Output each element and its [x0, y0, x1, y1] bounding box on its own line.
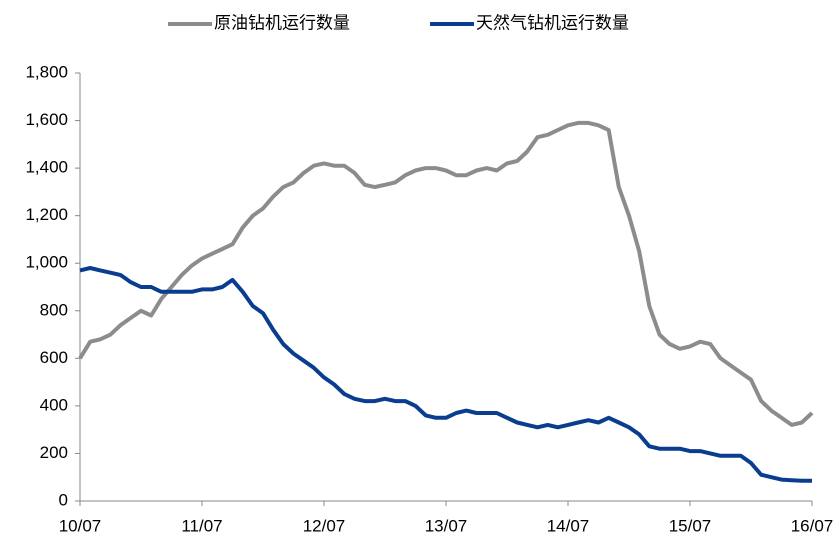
legend-label: 天然气钻机运行数量 — [476, 13, 629, 32]
line — [78, 120, 814, 427]
y-tick-label: 200 — [40, 443, 68, 462]
x-tick-label: 16/07 — [791, 516, 834, 535]
y-tick-label: 0 — [59, 490, 68, 509]
legend-label: 原油钻机运行数量 — [214, 13, 350, 32]
y-tick-label: 600 — [40, 348, 68, 367]
y-tick-label: 1,000 — [25, 253, 68, 272]
x-tick-label: 13/07 — [425, 516, 468, 535]
y-tick-label: 400 — [40, 395, 68, 414]
x-tick-label: 15/07 — [669, 516, 712, 535]
y-tick-label: 1,600 — [25, 110, 68, 129]
x-tick-label: 11/07 — [181, 516, 222, 535]
line — [79, 266, 812, 483]
x-tick-label: 12/07 — [303, 516, 346, 535]
y-tick-label: 1,400 — [25, 158, 68, 177]
y-tick-label: 1,800 — [25, 62, 68, 81]
y-tick-label: 1,200 — [25, 205, 68, 224]
x-tick-label: 10/07 — [59, 516, 102, 535]
y-tick-label: 800 — [40, 300, 68, 319]
x-tick-label: 14/07 — [547, 516, 590, 535]
